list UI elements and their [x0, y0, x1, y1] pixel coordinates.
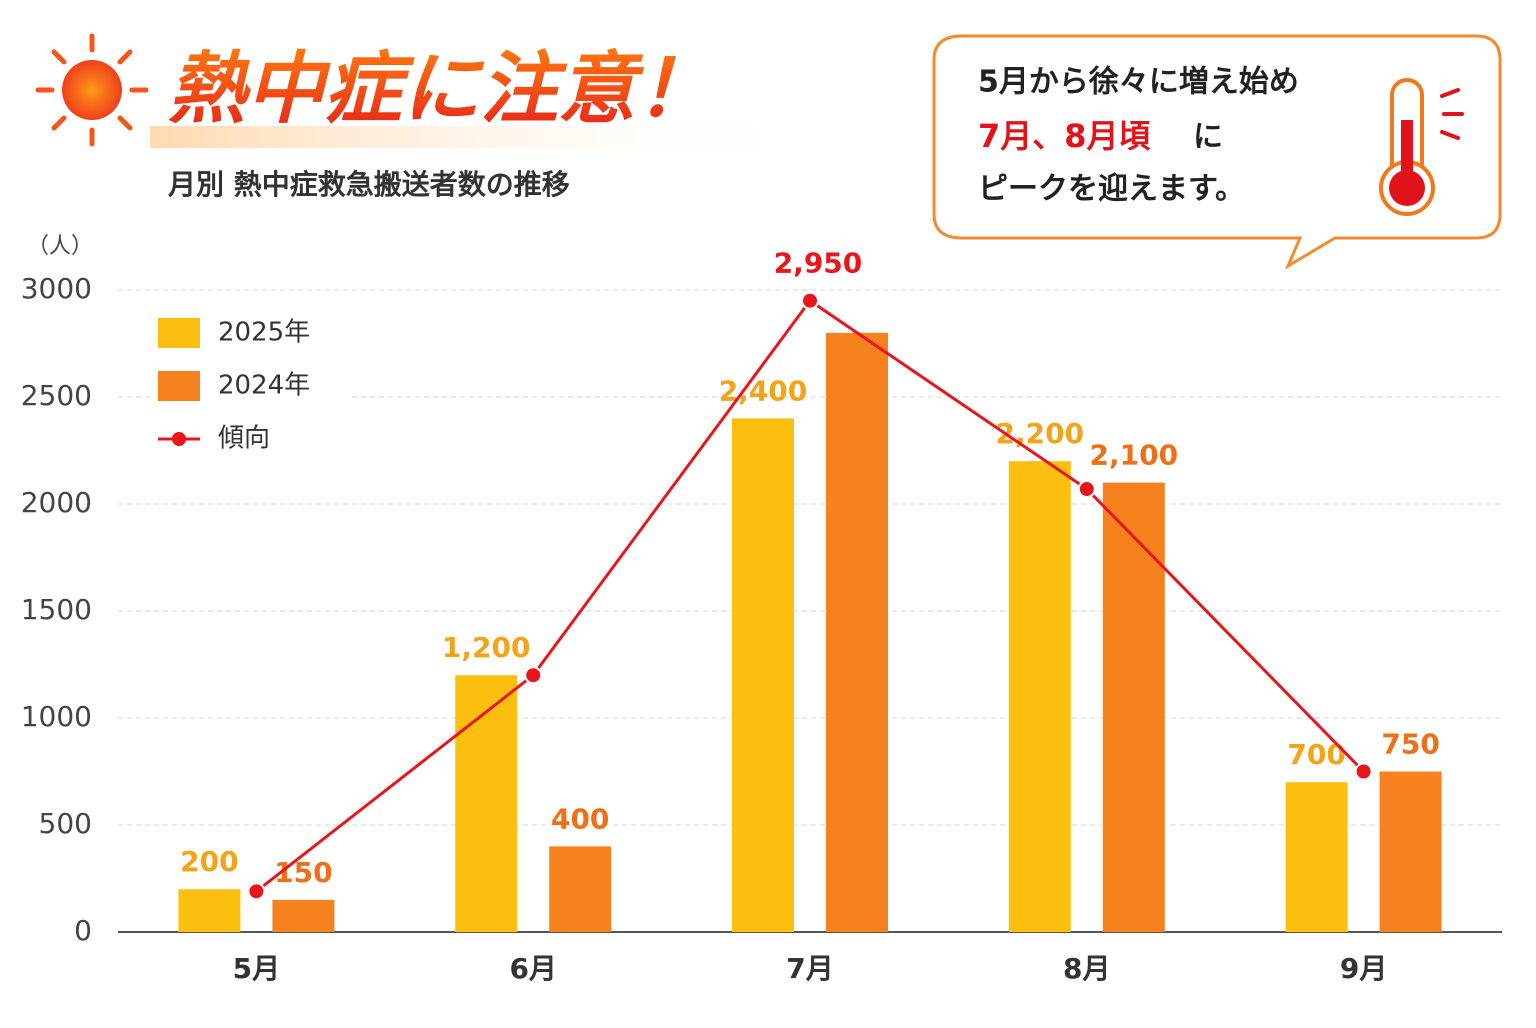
data-label: 2,950 [774, 247, 863, 280]
data-label: 750 [1381, 728, 1439, 761]
legend-swatch [172, 432, 186, 446]
callout: 5月から徐々に増え始め 7月、8月頃 に ピークを迎えます。 [932, 34, 1502, 270]
bar [1008, 461, 1071, 932]
bar [549, 846, 612, 932]
x-tick-label: 7月 [786, 952, 833, 985]
y-tick-label: 2000 [21, 486, 92, 519]
y-tick-label: 1000 [21, 700, 92, 733]
trend-point [247, 882, 266, 901]
y-tick-label: 2500 [21, 379, 92, 412]
x-tick-label: 5月 [233, 952, 280, 985]
legend-label: 2025年 [218, 318, 310, 348]
bar [455, 675, 518, 932]
callout-line: 5月から徐々に増え始め [978, 65, 1299, 100]
data-label: 200 [180, 845, 238, 878]
legend-swatch [158, 318, 200, 348]
data-label: 150 [274, 856, 332, 889]
trend-point [524, 666, 543, 685]
data-label: 400 [551, 802, 609, 835]
callout-line: ピークを迎えます。 [978, 172, 1245, 207]
data-label: 2,400 [719, 374, 808, 407]
bar [178, 889, 241, 932]
x-tick-label: 8月 [1063, 952, 1110, 985]
y-axis-unit: （人） [27, 234, 93, 259]
callout-highlight: 7月、8月頃 [978, 117, 1151, 155]
legend-swatch [158, 371, 200, 401]
trend-line [255, 298, 1365, 893]
y-tick-label: 500 [39, 807, 92, 840]
trend-point [801, 291, 819, 310]
y-tick-label: 1500 [21, 593, 92, 626]
chart-title: 熱中症に注意！ [168, 44, 714, 134]
bar [272, 899, 335, 932]
chart-subtitle: 月別 熱中症救急搬送者数の推移 [167, 168, 570, 201]
x-tick-label: 6月 [509, 952, 556, 985]
y-tick-label: 0 [74, 914, 92, 947]
bar [826, 332, 888, 932]
bar [1379, 771, 1442, 932]
x-tick-label: 9月 [1340, 952, 1387, 985]
thermometer-icon [1379, 78, 1464, 216]
trend-point [1354, 762, 1373, 781]
data-label: 1,200 [442, 631, 531, 664]
sun-icon [35, 33, 149, 147]
data-label: 2,100 [1090, 439, 1179, 472]
data-label: 2,200 [996, 417, 1085, 450]
trend-point [1077, 480, 1096, 499]
legend-label: 傾向 [218, 424, 270, 454]
bar [1285, 782, 1348, 932]
y-tick-label: 3000 [21, 272, 92, 305]
callout-line: に [1193, 120, 1223, 155]
legend-label: 2024年 [218, 371, 310, 401]
bar [1102, 482, 1165, 932]
title-underline [150, 126, 830, 148]
bar [732, 418, 794, 932]
